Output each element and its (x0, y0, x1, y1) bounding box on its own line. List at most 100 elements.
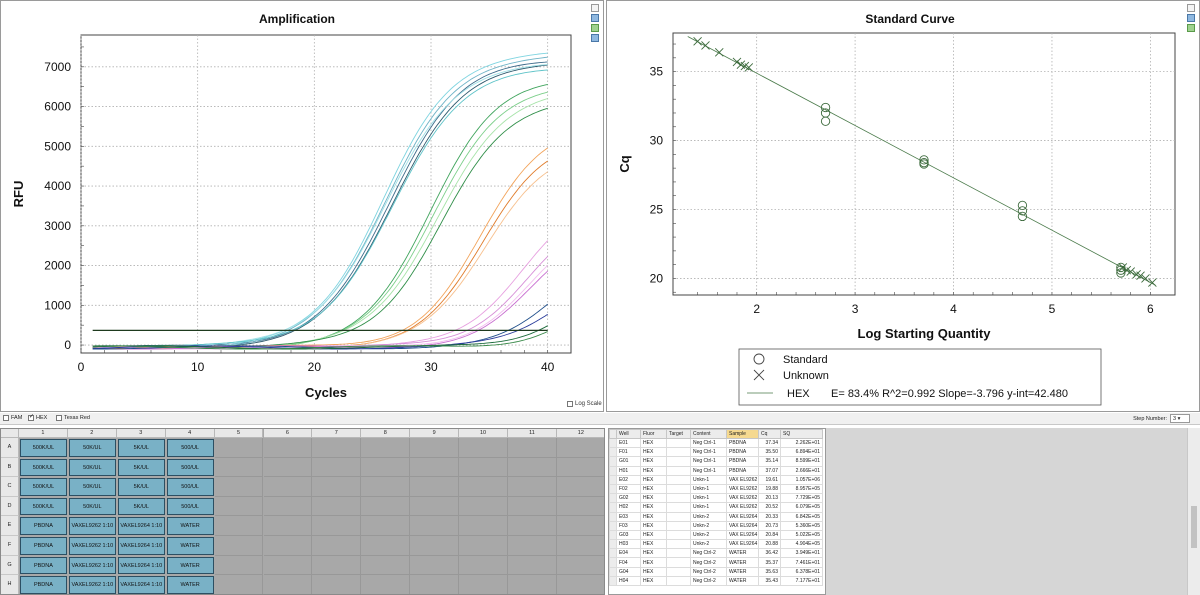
fam-toggle[interactable]: FAM (3, 415, 22, 421)
standard-point[interactable] (919, 159, 929, 169)
texas-red-toggle[interactable]: Texas Red (56, 415, 90, 421)
plate-well[interactable] (361, 438, 411, 458)
plate-well[interactable] (312, 496, 362, 517)
plate-well[interactable] (508, 575, 557, 594)
plate-well[interactable] (361, 477, 411, 497)
plate-well[interactable] (508, 457, 557, 478)
results-column-header[interactable]: SQ (780, 429, 823, 439)
unknown-point[interactable] (744, 63, 754, 72)
plate-well[interactable] (312, 536, 362, 556)
print-icon[interactable] (591, 14, 599, 22)
standard-point[interactable] (1116, 262, 1126, 273)
row-index-cell[interactable] (609, 483, 617, 495)
plate-well[interactable] (459, 457, 508, 478)
plate-column-header[interactable]: 6 (263, 429, 313, 438)
plate-well[interactable] (410, 457, 460, 478)
plate-well[interactable] (312, 477, 362, 497)
plate-well[interactable] (312, 516, 362, 536)
plate-well[interactable] (410, 555, 460, 576)
plate-well[interactable] (459, 438, 508, 458)
plate-well[interactable] (556, 555, 604, 576)
plate-well[interactable]: VAXEL9264 1:10 (117, 576, 165, 594)
plate-row-header[interactable]: E (1, 516, 19, 536)
plate-well[interactable]: VAXEL9264 1:10 (117, 537, 165, 555)
table-row[interactable]: F02 HEX Unkn-1 VAX EL9262 19.88 8.957E+05 (609, 483, 823, 495)
plate-well[interactable] (410, 516, 460, 536)
plate-well[interactable]: 5K/UL (117, 458, 165, 477)
plate-well[interactable]: 500/UL (166, 439, 214, 457)
hex-checkbox[interactable] (28, 413, 34, 421)
plate-well[interactable] (263, 457, 313, 478)
row-index-cell[interactable] (609, 575, 617, 587)
row-index-cell[interactable] (609, 437, 617, 449)
step-select[interactable]: 3 ▾ (1170, 414, 1190, 423)
table-row[interactable]: E04 HEX Neg Ctrl-2 WATER 36.42 3.949E+01 (609, 548, 823, 559)
plate-well[interactable]: 500K/UL (20, 478, 67, 496)
plate-well[interactable] (263, 438, 313, 458)
plate-well[interactable] (556, 496, 604, 517)
table-row[interactable]: H01 HEX Neg Ctrl-1 PBDNA 37.07 2.666E+01 (609, 465, 823, 476)
plate-well[interactable]: 500/UL (166, 497, 214, 516)
plate-well[interactable]: VAXEL9264 1:10 (117, 517, 165, 535)
table-row[interactable]: F04 HEX Neg Ctrl-2 WATER 35.37 7.461E+01 (609, 557, 823, 568)
standard-point[interactable] (820, 116, 831, 126)
plate-well[interactable] (263, 477, 313, 497)
results-column-header[interactable]: Well (616, 429, 641, 439)
standard-point[interactable] (1017, 200, 1028, 211)
unknown-point[interactable] (1118, 263, 1128, 272)
table-row[interactable]: E02 HEX Unkn-1 VAX EL9262 19.61 1.057E+06 (609, 474, 823, 485)
plate-well[interactable] (508, 438, 557, 458)
plate-well[interactable]: WATER (166, 556, 214, 575)
row-index-cell[interactable] (609, 557, 617, 568)
plate-well[interactable] (214, 457, 264, 478)
plate-well[interactable] (508, 555, 557, 576)
plate-well[interactable]: 50K/UL (68, 497, 116, 516)
row-index-cell[interactable] (609, 548, 617, 559)
plate-well[interactable] (263, 555, 313, 576)
plate-well[interactable] (508, 516, 557, 536)
plate-well[interactable] (459, 516, 508, 536)
plate-well[interactable] (556, 516, 604, 536)
plate-well[interactable] (263, 516, 313, 536)
plate-well[interactable] (556, 438, 604, 458)
chart-settings-icon[interactable] (591, 34, 599, 42)
table-row[interactable]: G01 HEX Neg Ctrl-1 PBDNA 35.14 8.599E+01 (609, 456, 823, 467)
plate-well[interactable] (263, 536, 313, 556)
table-row[interactable]: H04 HEX Neg Ctrl-2 WATER 35.43 7.177E+01 (609, 575, 823, 587)
unknown-point[interactable] (1126, 267, 1136, 276)
unknown-point[interactable] (1148, 278, 1157, 287)
plate-well[interactable]: VAXEL9264 1:10 (117, 556, 165, 575)
plate-well[interactable]: PBDNA (20, 556, 67, 575)
unknown-point[interactable] (714, 47, 724, 57)
plate-row-header[interactable]: D (1, 496, 19, 517)
plate-well[interactable]: PBDNA (20, 576, 67, 594)
copy-icon[interactable] (1187, 4, 1195, 12)
plate-row-header[interactable]: H (1, 575, 19, 594)
copy-icon[interactable] (591, 4, 599, 12)
standard-point[interactable] (820, 102, 831, 113)
plate-well[interactable] (361, 496, 411, 517)
table-row[interactable]: E01 HEX Neg Ctrl-1 PBDNA 37.34 2.262E+01 (609, 437, 823, 449)
plate-corner[interactable] (1, 429, 19, 438)
plate-well[interactable] (556, 477, 604, 497)
plate-well[interactable]: 5K/UL (117, 439, 165, 457)
export-icon[interactable] (1187, 24, 1195, 32)
plate-well[interactable] (214, 516, 264, 536)
plate-column-header[interactable]: 9 (410, 429, 460, 438)
plate-column-header[interactable]: 1 (19, 429, 68, 438)
results-column-header[interactable]: Target (666, 429, 691, 439)
scrollbar-thumb[interactable] (1191, 506, 1197, 548)
plate-well[interactable]: WATER (166, 517, 214, 535)
plate-row-header[interactable]: G (1, 555, 19, 576)
plate-row-header[interactable]: A (1, 438, 19, 458)
plate-well[interactable]: 50K/UL (68, 478, 116, 496)
plate-column-header[interactable]: 7 (312, 429, 362, 438)
plate-well[interactable] (361, 457, 411, 478)
plate-well[interactable] (459, 555, 508, 576)
row-index-cell[interactable] (609, 502, 617, 513)
plate-well[interactable]: VAXEL9262 1:10 (68, 556, 116, 575)
amp-curve[interactable] (92, 331, 548, 350)
plate-well[interactable] (214, 575, 264, 594)
plate-well[interactable]: 500K/UL (20, 439, 67, 457)
fam-checkbox[interactable] (3, 415, 9, 421)
